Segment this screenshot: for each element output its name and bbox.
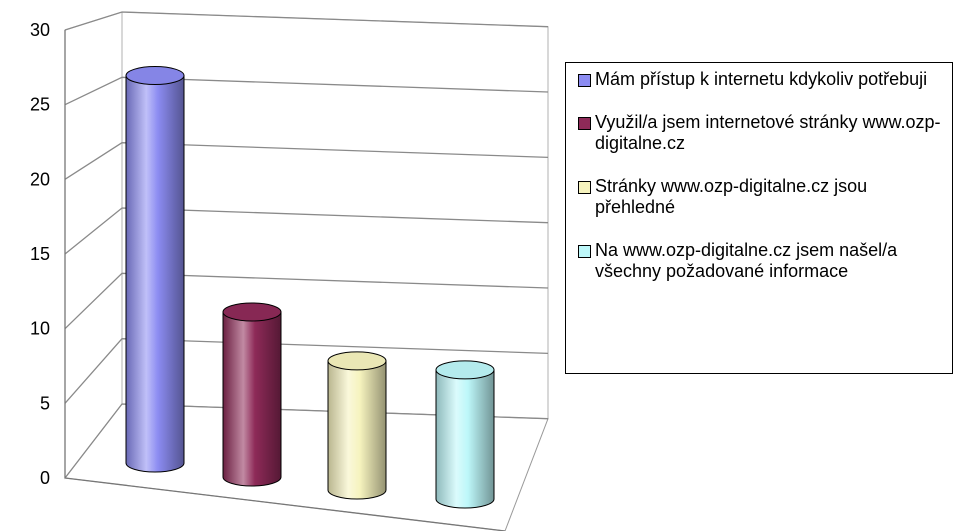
gridline xyxy=(64,338,549,404)
gridline xyxy=(64,142,549,180)
bar-top xyxy=(435,360,495,380)
legend-swatch xyxy=(578,245,591,258)
gridline xyxy=(64,272,549,330)
y-tick-label: 30 xyxy=(30,20,50,40)
legend-swatch xyxy=(578,181,591,194)
bar xyxy=(125,66,185,473)
bar-top xyxy=(327,351,387,371)
legend-label: Stránky www.ozp-digitalne.cz jsou přehle… xyxy=(595,176,868,217)
bar-body xyxy=(435,369,495,509)
y-tick-label: 0 xyxy=(40,468,50,488)
legend-label: Využil/a jsem internetové stránky www.oz… xyxy=(595,112,941,153)
bar xyxy=(327,351,387,500)
y-tick-label: 10 xyxy=(30,319,50,339)
bar-body xyxy=(222,311,282,487)
axes xyxy=(64,30,506,531)
legend-item: Využil/a jsem internetové stránky www.oz… xyxy=(578,112,946,154)
y-tick-label: 20 xyxy=(30,169,50,189)
bar-body xyxy=(125,75,185,473)
bar-top xyxy=(125,66,185,86)
bars xyxy=(125,66,495,509)
legend-item: Mám přístup k internetu kdykoliv potřebu… xyxy=(578,69,946,90)
bar-top xyxy=(222,302,282,322)
x-axis xyxy=(64,477,506,531)
gridlines xyxy=(64,11,549,479)
legend-swatch xyxy=(578,117,591,130)
legend-label: Na www.ozp-digitalne.cz jsem našel/a vše… xyxy=(595,240,898,281)
legend-item: Stránky www.ozp-digitalne.cz jsou přehle… xyxy=(578,176,946,218)
y-tick-label: 15 xyxy=(30,244,50,264)
legend-swatch xyxy=(578,74,591,87)
gridline xyxy=(64,207,549,255)
gridline xyxy=(64,403,549,479)
bar-body xyxy=(327,360,387,500)
legend-item: Na www.ozp-digitalne.cz jsem našel/a vše… xyxy=(578,240,946,282)
legend: Mám přístup k internetu kdykoliv potřebu… xyxy=(565,62,953,374)
bar xyxy=(222,302,282,487)
legend-label: Mám přístup k internetu kdykoliv potřebu… xyxy=(595,69,928,89)
gridline xyxy=(64,11,549,31)
gridline xyxy=(64,76,549,106)
y-tick-labels: 0 5 10 15 20 25 30 xyxy=(30,20,50,488)
y-tick-label: 5 xyxy=(40,393,50,413)
y-tick-label: 25 xyxy=(30,95,50,115)
bar xyxy=(435,360,495,509)
